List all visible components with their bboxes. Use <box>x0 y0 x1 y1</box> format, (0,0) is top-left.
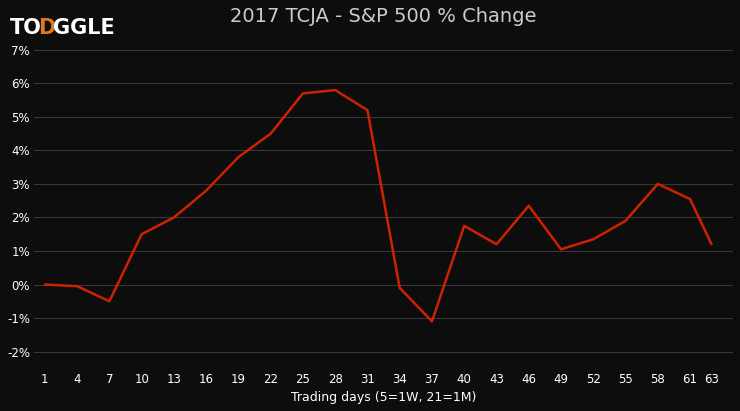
Title: 2017 TCJA - S&P 500 % Change: 2017 TCJA - S&P 500 % Change <box>230 7 536 26</box>
X-axis label: Trading days (5=1W, 21=1M): Trading days (5=1W, 21=1M) <box>291 391 477 404</box>
Text: TO: TO <box>10 18 41 39</box>
Text: GGLE: GGLE <box>53 18 114 39</box>
Text: D: D <box>38 18 55 39</box>
